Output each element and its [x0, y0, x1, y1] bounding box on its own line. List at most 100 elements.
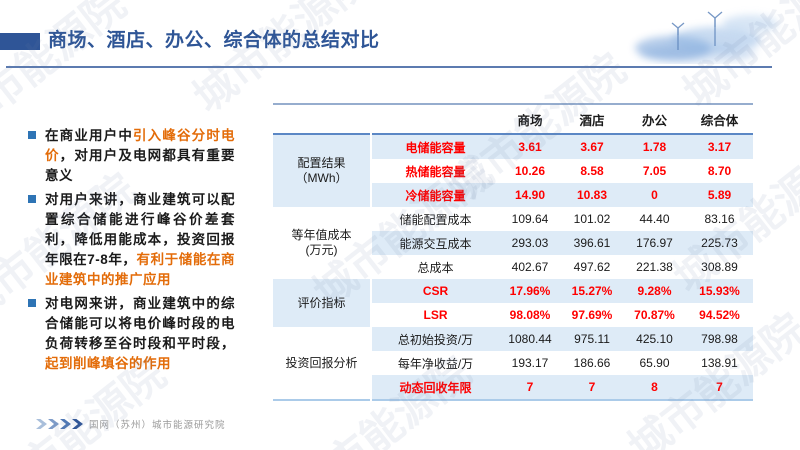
value-cell: 10.83 — [576, 188, 608, 202]
table-row: 总成本 402.67 497.62 221.38 308.89 — [273, 255, 753, 279]
row-label-cell: 冷储能容量 — [405, 188, 466, 203]
value-cell: 8.58 — [580, 164, 604, 178]
column-header: 商场 — [517, 113, 543, 128]
value-cell: 0 — [651, 188, 658, 202]
column-header: 酒店 — [579, 113, 605, 128]
bullet-square-icon — [28, 195, 36, 203]
row-label-cell: 热储能容量 — [405, 164, 466, 179]
row-label-cell: 电储能容量 — [405, 140, 466, 155]
header-spacer — [371, 104, 499, 134]
value-cell: 10.26 — [514, 164, 546, 178]
header-spacer — [273, 104, 371, 134]
group-label-line: 等年值成本 — [291, 228, 352, 242]
value-cell: 8.70 — [707, 164, 732, 178]
column-header: 综合体 — [700, 113, 739, 128]
bullet-list: 在商业用户中引入峰谷分时电价，对用户及电网都具有重要意义 对用户来讲，商业建筑可… — [28, 126, 235, 374]
value-cell: 221.38 — [636, 260, 673, 274]
value-cell: 65.90 — [639, 356, 670, 370]
value-cell: 425.10 — [636, 332, 673, 346]
group-label-line: （MWh） — [295, 171, 348, 185]
value-cell: 14.90 — [514, 188, 546, 202]
value-cell: 3.17 — [707, 140, 732, 154]
value-cell: 97.69% — [571, 308, 613, 322]
value-cell: 9.28% — [637, 284, 672, 298]
row-label-cell: CSR — [422, 284, 449, 298]
table-row: 投资回报分析 总初始投资/万 1080.44 975.11 425.10 798… — [273, 327, 753, 400]
table-header-row: 商场 酒店 办公 综合体 — [273, 104, 753, 134]
value-cell: 8 — [651, 380, 658, 394]
row-label-cell: 总成本 — [417, 260, 454, 275]
bullet-item: 对电网来讲，商业建筑中的综合储能可以将电价峰时段的电负荷转移至谷时段和平时段， 起… — [28, 294, 235, 374]
chevron-right-icon — [60, 419, 71, 429]
value-cell: 7.05 — [642, 164, 667, 178]
column-header: 办公 — [641, 113, 667, 128]
value-cell: 7 — [716, 380, 723, 394]
footer-chevrons-icon — [36, 419, 83, 429]
bullet-item: 在商业用户中引入峰谷分时电价，对用户及电网都具有重要意义 — [28, 126, 235, 186]
title-accent-bar — [0, 33, 40, 50]
value-cell: 308.89 — [701, 260, 738, 274]
value-cell: 15.27% — [571, 284, 613, 298]
group-label-line: 评价指标 — [297, 295, 346, 310]
row-label-cell: 储能配置成本 — [399, 212, 472, 227]
value-cell: 5.89 — [707, 188, 732, 202]
chevron-right-icon — [36, 419, 47, 429]
table-row: 等年值成本 (万元) 储能配置成本 109.64 101.02 44.40 83… — [273, 207, 753, 279]
table-row: 评价指标 CSR 17.96% 15.27% 9.28% 15.93% — [273, 279, 753, 327]
value-cell: 975.11 — [574, 332, 610, 346]
chevron-right-icon — [48, 419, 59, 429]
group-label-cell: 投资回报分析 — [273, 327, 372, 400]
bullet-item: 对用户来讲，商业建筑可以配置综合储能进行峰谷价差套利，降低用能成本，投资回报年限… — [28, 190, 235, 290]
footer-organization: 国网（苏州）城市能源研究院 — [89, 420, 226, 431]
row-label-cell: LSR — [423, 308, 448, 322]
value-cell: 101.02 — [573, 212, 611, 226]
bullet-text: 对用户来讲，商业建筑可以配置综合储能进行峰谷价差套利，降低用能成本，投资回报年限… — [45, 192, 235, 267]
table-row: 每年净收益/万 193.17 186.66 65.90 138.91 — [273, 351, 753, 375]
value-cell: 17.96% — [509, 284, 551, 298]
group-label-line: 投资回报分析 — [285, 355, 358, 370]
group-label-cell: 评价指标 — [273, 279, 372, 327]
bullet-text-highlight: 引入峰谷分时电价 — [45, 128, 235, 163]
value-cell: 798.98 — [701, 332, 738, 346]
value-cell: 3.67 — [580, 140, 604, 154]
value-cell: 396.61 — [573, 236, 611, 250]
value-cell: 7 — [588, 380, 596, 394]
row-label-cell: 能源交互成本 — [399, 236, 472, 251]
value-cell: 44.40 — [639, 212, 670, 226]
table-row: 配置结果 （MWh） 电储能容量 3.61 3.67 1.78 3.17 — [273, 134, 753, 207]
group-label-line: 配置结果 — [297, 156, 346, 170]
value-cell: 225.73 — [701, 236, 738, 250]
value-cell: 193.17 — [511, 356, 549, 370]
bullet-square-icon — [28, 299, 36, 307]
bullet-text: ，对用户及电网都具有重要意义 — [45, 148, 236, 183]
bullet-square-icon — [28, 131, 36, 139]
value-cell: 94.52% — [699, 308, 740, 322]
value-cell: 109.64 — [511, 212, 549, 226]
bullet-text-highlight: 有利于储能在商业建筑中的推广应用 — [45, 252, 236, 287]
row-label-cell: 动态回收年限 — [399, 380, 472, 395]
value-cell: 497.62 — [573, 260, 611, 274]
value-cell: 186.66 — [573, 356, 611, 370]
value-cell: 176.97 — [636, 236, 673, 250]
value-cell: 3.61 — [518, 140, 542, 154]
value-cell: 138.91 — [701, 356, 738, 370]
value-cell: 1.78 — [642, 140, 667, 154]
title-underline — [6, 66, 772, 68]
group-label-cell: 配置结果 （MWh） — [273, 134, 372, 207]
table-row: 热储能容量 10.26 8.58 7.05 8.70 — [273, 159, 753, 183]
mountain-windmill-decoration — [635, 11, 778, 63]
bullet-text: 对电网来讲，商业建筑中的综合储能可以将电价峰时段的电负荷转移至谷时段和平时段， — [45, 296, 235, 351]
value-cell: 293.03 — [511, 236, 549, 250]
comparison-table: 商场 酒店 办公 综合体 配置结果 （MWh） 电储能容量 3.61 3.67 … — [273, 103, 753, 401]
page-title: 商场、酒店、办公、综合体的总结对比 — [48, 30, 380, 51]
group-label-line: (万元) — [305, 243, 338, 257]
value-cell: 7 — [526, 380, 534, 394]
group-label-cell: 等年值成本 (万元) — [273, 207, 372, 279]
bullet-text-highlight: 起到削峰填谷的作用 — [45, 356, 171, 371]
bullet-text: 在商业用户中 — [45, 128, 133, 143]
value-cell: 15.93% — [699, 284, 740, 298]
value-cell: 98.08% — [509, 308, 551, 322]
value-cell: 1080.44 — [508, 332, 552, 346]
value-cell: 70.87% — [634, 308, 675, 322]
